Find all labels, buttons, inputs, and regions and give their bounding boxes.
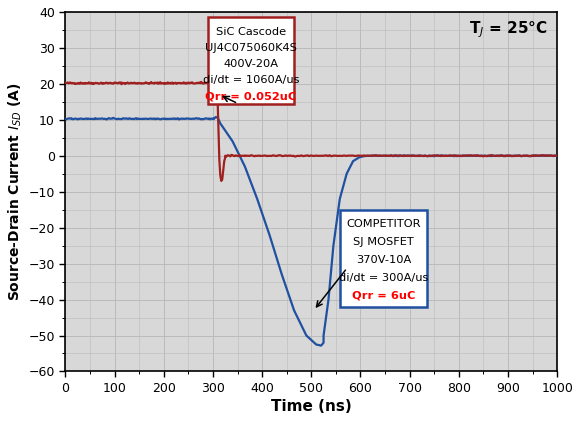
Text: T$_J$ = 25°C: T$_J$ = 25°C (469, 19, 548, 40)
Text: Qrr = 6uC: Qrr = 6uC (352, 291, 415, 301)
Y-axis label: Source-Drain Current $I_{SD}$ (A): Source-Drain Current $I_{SD}$ (A) (7, 83, 24, 301)
Text: 370V-10A: 370V-10A (356, 255, 411, 265)
Text: SJ MOSFET: SJ MOSFET (353, 237, 414, 247)
Text: di/dt = 300A/us: di/dt = 300A/us (339, 273, 428, 283)
Text: SiC Cascode: SiC Cascode (216, 27, 286, 37)
X-axis label: Time (ns): Time (ns) (271, 399, 351, 414)
FancyBboxPatch shape (208, 17, 294, 104)
Text: 400V-20A: 400V-20A (223, 59, 278, 69)
Text: Qrr = 0.052uC: Qrr = 0.052uC (205, 91, 296, 101)
Text: UJ4C075060K4S: UJ4C075060K4S (205, 43, 297, 53)
Text: COMPETITOR: COMPETITOR (346, 219, 421, 229)
Text: di/dt = 1060A/us: di/dt = 1060A/us (203, 75, 299, 85)
FancyBboxPatch shape (340, 210, 427, 307)
